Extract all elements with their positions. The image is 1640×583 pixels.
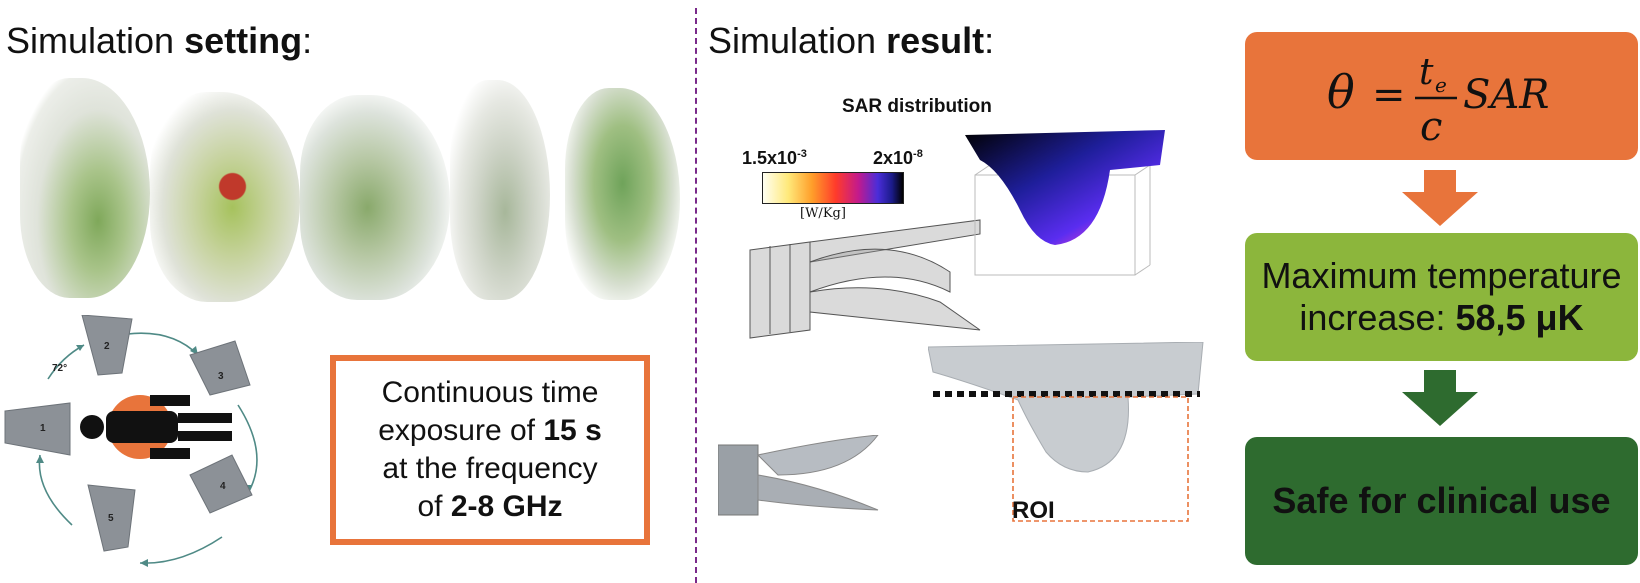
sar-colorbar xyxy=(762,172,904,204)
temperature-line-2: increase: 58,5 μK xyxy=(1299,297,1584,338)
antenna-wireframe xyxy=(749,219,981,339)
antenna-horn-5 xyxy=(87,484,136,552)
antenna-horn-1 xyxy=(4,402,71,456)
antenna-number-3: 3 xyxy=(218,371,224,382)
formula-subscript: e xyxy=(1435,73,1447,97)
temperature-box: Maximum temperature increase: 58,5 μK xyxy=(1245,233,1638,361)
exposure-line-1: Continuous time xyxy=(381,376,599,409)
patient-body xyxy=(106,411,178,443)
breast-phantom-5 xyxy=(565,88,680,300)
setting-heading-prefix: Simulation xyxy=(6,20,185,61)
formula-numerator: t xyxy=(1419,52,1434,93)
sar-distribution-title: SAR distribution xyxy=(842,96,992,117)
breast-phantom-3 xyxy=(300,95,450,300)
safe-label: Safe for clinical use xyxy=(1272,480,1611,521)
breast-phantom-1 xyxy=(20,78,150,298)
colorbar-max-label: 2x10-8 xyxy=(873,148,923,168)
roi-label: ROI xyxy=(1012,497,1055,524)
breast-phantom-2 xyxy=(150,92,300,302)
roi-box xyxy=(1012,396,1189,522)
exposure-line-3: at the frequency xyxy=(382,452,598,485)
result-heading: Simulation result: xyxy=(708,20,995,61)
antenna-render xyxy=(718,435,879,516)
patient-head-icon xyxy=(80,415,104,439)
antenna-number-1: 1 xyxy=(40,423,46,434)
patient-figure xyxy=(80,395,232,459)
colorbar-unit-label: [W/Kg] xyxy=(800,206,846,221)
exposure-duration: 15 s xyxy=(543,414,602,447)
formula-equals: = xyxy=(1372,72,1406,118)
antenna-horn-3 xyxy=(189,340,251,396)
formula-sar: SAR xyxy=(1463,72,1549,118)
exposure-box: Continuous time exposure of 15 s at the … xyxy=(330,355,650,545)
safe-box: Safe for clinical use xyxy=(1245,437,1638,565)
temperature-line-1: Maximum temperature xyxy=(1261,255,1622,296)
exposure-line-2: exposure of 15 s xyxy=(378,414,602,447)
result-heading-bold: result xyxy=(886,20,985,61)
setting-heading-bold: setting xyxy=(184,20,303,61)
antenna-number-2: 2 xyxy=(104,341,110,352)
antenna-horns xyxy=(4,315,253,552)
breast-phantom-4 xyxy=(450,80,550,300)
breast-model-roi xyxy=(928,342,1204,522)
arrow-orange-icon xyxy=(1402,170,1478,226)
arrow-green-icon xyxy=(1402,370,1478,426)
sar-distribution-shape xyxy=(965,130,1165,245)
setting-heading-suffix: : xyxy=(302,20,313,61)
antenna-number-5: 5 xyxy=(108,513,114,524)
formula-denominator: c xyxy=(1420,104,1442,146)
antenna-number-4: 4 xyxy=(220,481,226,492)
temperature-formula: θ = t e c SAR xyxy=(1327,52,1549,146)
colorbar-min-label: 1.5x10-3 xyxy=(742,148,807,168)
exposure-frequency: 2-8 GHz xyxy=(450,490,563,523)
exposure-line-4: of 2-8 GHz xyxy=(417,490,563,523)
temperature-value: 58,5 μK xyxy=(1455,297,1584,338)
sar-3d-map xyxy=(965,130,1165,276)
setting-heading: Simulation setting: xyxy=(6,20,312,62)
section-divider xyxy=(695,8,697,583)
antenna-horn-2 xyxy=(81,315,133,376)
antenna-setup-diagram: 72° 1 2 3 4 5 xyxy=(4,315,258,567)
formula-theta: θ xyxy=(1327,65,1355,119)
angle-label: 72° xyxy=(52,363,67,374)
breast-model-shape xyxy=(928,342,1204,473)
formula-box: θ = t e c SAR xyxy=(1245,32,1638,160)
antenna-horn-4 xyxy=(189,454,253,514)
